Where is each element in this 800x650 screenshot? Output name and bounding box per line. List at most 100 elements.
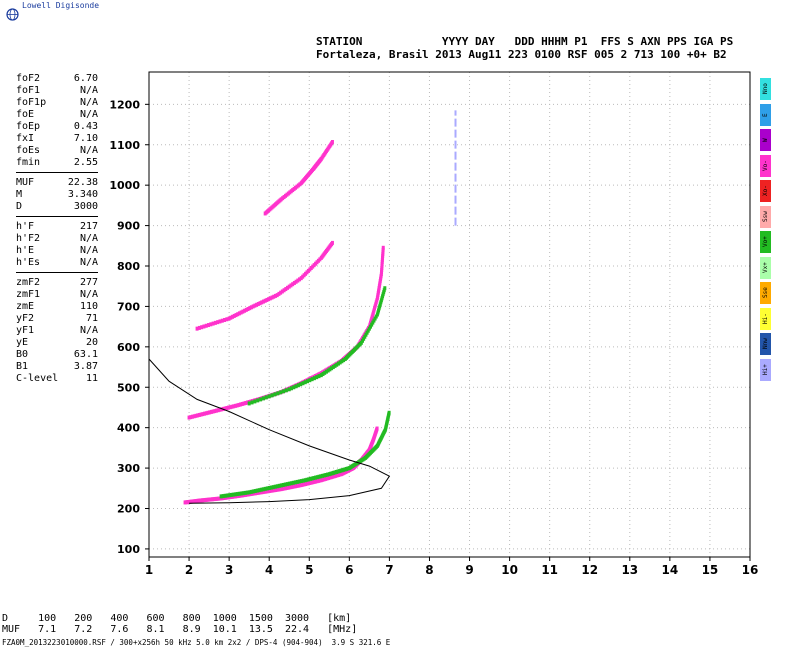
parameter-name: zmF2 (16, 277, 41, 288)
header-labels: STATION YYYY DAY DDD HHHM P1 FFS S AXN P… (316, 35, 734, 48)
echo-point (324, 473, 328, 478)
echo-point (283, 482, 287, 487)
file-info-footer: FZA0M_2013223010000.RSF / 300+x256h 50 k… (2, 638, 391, 647)
echo-point (191, 414, 195, 419)
echo-point (195, 326, 199, 331)
echo-point (374, 314, 378, 319)
echo-point (275, 293, 279, 298)
parameter-value: 2.55 (73, 157, 98, 168)
y-tick-label: 400 (117, 422, 140, 435)
echo-point (243, 490, 247, 495)
echo-point (379, 298, 383, 303)
echo-point (338, 360, 342, 365)
parameter-value: 3.87 (73, 361, 98, 372)
echo-point (284, 287, 288, 292)
echo-point (279, 483, 283, 488)
parameter-name: C-level (16, 373, 59, 384)
parameter-name: h'F (16, 221, 35, 232)
echo-point (225, 317, 229, 322)
echo-point (275, 484, 279, 489)
echo-point (261, 299, 265, 304)
parameter-name: foF1p (16, 97, 47, 108)
echo-point (287, 284, 291, 289)
echo-point (259, 487, 263, 492)
echo-point (244, 400, 248, 405)
parameter-value: 7.10 (73, 133, 98, 144)
x-tick-label: 16 (742, 563, 759, 577)
echo-point (289, 481, 293, 486)
echo-point (381, 245, 385, 250)
echo-point (315, 475, 319, 480)
parameter-value: N/A (79, 233, 98, 244)
echo-point (326, 472, 330, 477)
x-tick-label: 9 (465, 563, 473, 577)
echo-point (231, 492, 235, 497)
y-tick-label: 300 (117, 462, 140, 475)
echo-point (367, 326, 371, 331)
x-tick-label: 3 (225, 563, 233, 577)
legend-mode-hi: Hi+ (760, 358, 771, 381)
parameter-value: N/A (79, 85, 98, 96)
header-values: Fortaleza, Brasil 2013 Aug11 223 0100 RS… (316, 48, 727, 61)
echo-point (281, 482, 285, 487)
echo-point (235, 492, 239, 497)
echo-point (290, 386, 294, 391)
echo-point (303, 380, 307, 385)
parameter-name: h'F2 (16, 233, 41, 244)
parameter-row: D 3000 (16, 201, 98, 213)
echo-point (227, 316, 231, 321)
y-tick-label: 100 (117, 543, 140, 556)
echo-point (387, 410, 391, 415)
echo-point (251, 304, 255, 309)
echo-point (229, 492, 233, 497)
echo-point (203, 411, 207, 416)
echo-point (239, 310, 243, 315)
echo-point (228, 405, 232, 410)
echo-point (218, 319, 222, 324)
y-tick-label: 800 (117, 260, 140, 273)
echo-point (263, 486, 267, 491)
echo-point (213, 320, 217, 325)
echo-point (381, 249, 385, 254)
echo-point (312, 476, 316, 481)
echo-point (235, 403, 239, 408)
echo-point (323, 370, 327, 375)
echo-point (242, 401, 246, 406)
echo-point (215, 408, 219, 413)
echo-point (381, 294, 385, 299)
echo-point (271, 485, 275, 490)
plot-frame (148, 71, 751, 558)
legend-mode-ssw: Ssw (760, 205, 771, 228)
echo-point (333, 363, 337, 368)
legend-mode-vo: Vo+ (760, 231, 771, 253)
echo-point (233, 403, 237, 408)
echo-point (220, 407, 224, 412)
echo-point (299, 382, 303, 387)
parameter-name: B1 (16, 361, 29, 372)
echo-point (218, 407, 222, 412)
echo-point (272, 294, 276, 299)
echo-point (237, 491, 241, 496)
echo-point (381, 255, 385, 260)
parameter-row: h'Es N/A (16, 257, 98, 269)
echo-point (371, 320, 375, 325)
x-tick-label: 12 (581, 563, 598, 577)
echo-point (232, 313, 236, 318)
echo-point (330, 240, 334, 245)
parameter-name: MUF (16, 177, 35, 188)
echo-point (248, 306, 252, 311)
parameter-row: yE 20 (16, 337, 98, 349)
legend-mode-nno: Nno (760, 78, 771, 100)
echo-point (380, 261, 384, 266)
echo-point (208, 410, 212, 415)
echo-point (374, 302, 378, 307)
echo-point (380, 257, 384, 262)
echo-point (206, 410, 210, 415)
echo-point (371, 310, 375, 315)
echo-point (223, 317, 227, 322)
echo-point (378, 302, 382, 307)
parameter-row: zmF1 N/A (16, 289, 98, 301)
parameter-value: N/A (79, 325, 98, 336)
echo-point (374, 300, 378, 305)
echo-point (267, 394, 271, 399)
